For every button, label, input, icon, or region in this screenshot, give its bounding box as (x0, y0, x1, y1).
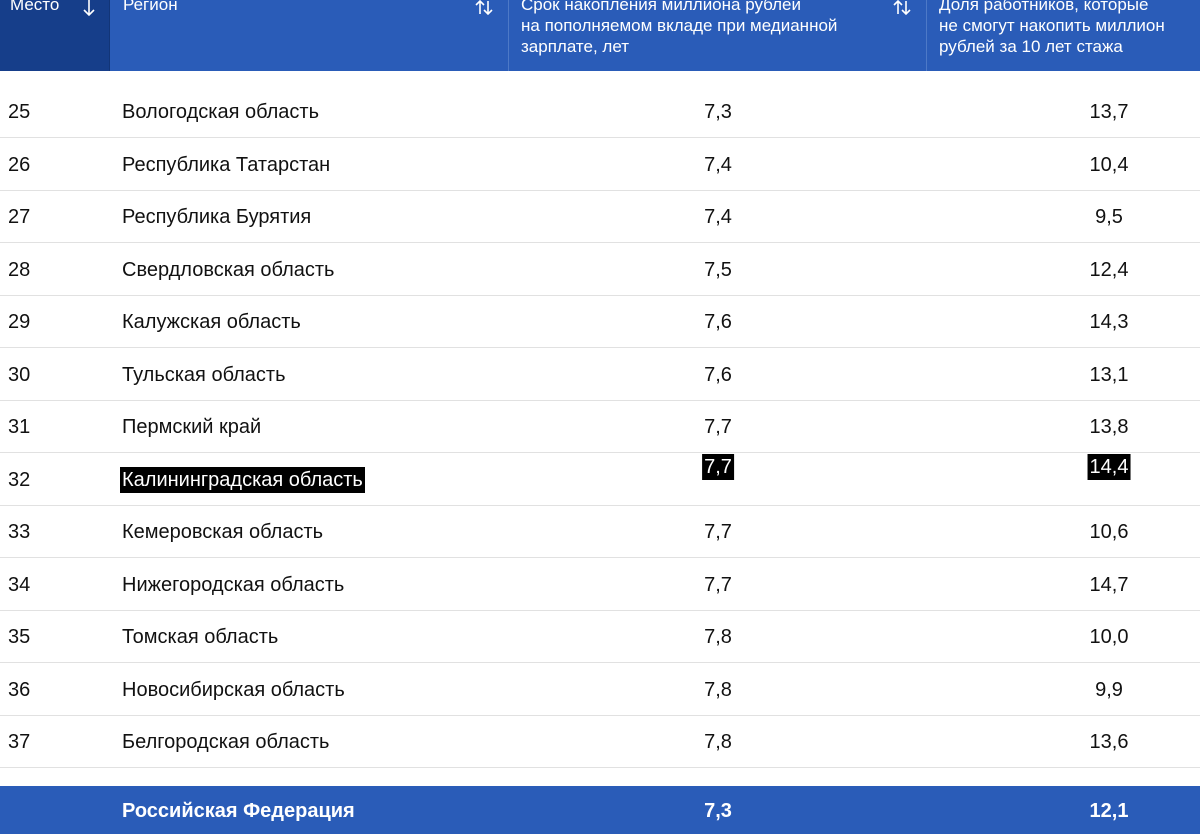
table-row[interactable]: 35 Томская область 7,8 10,0 (0, 611, 1200, 663)
column-header-label: Регион (123, 0, 178, 14)
table-row[interactable]: 30 Тульская область 7,6 13,1 (0, 349, 1200, 401)
cell-region: Республика Бурятия (122, 206, 312, 228)
column-header-label: Доля работников, которые не смогут накоп… (939, 0, 1165, 56)
cell-place: 32 (8, 468, 31, 491)
table-row[interactable]: 29 Калужская область 7,6 14,3 (0, 296, 1200, 348)
table-row[interactable]: 37 Белгородская область 7,8 13,6 (0, 716, 1200, 768)
cell-place: 33 (8, 521, 31, 543)
table-footer-total: Российская Федерация 7,3 12,1 (0, 786, 1200, 834)
cell-region: Калининградская область (120, 466, 365, 493)
cell-place: 30 (8, 363, 31, 386)
cell-region: Белгородская область (122, 731, 330, 753)
cell-place: 26 (8, 153, 31, 176)
column-header-label: Срок накопления миллиона рублей на попол… (521, 0, 838, 56)
column-header-label: Место (10, 0, 60, 14)
arrow-down-icon[interactable] (76, 0, 102, 19)
cell-place: 25 (8, 101, 31, 123)
sort-up-down-icon[interactable] (889, 0, 915, 19)
table-row[interactable]: 26 Республика Татарстан 7,4 10,4 (0, 139, 1200, 191)
column-header-region[interactable]: Регион (110, 0, 509, 71)
table-row[interactable]: 32 Калининградская область 7,7 14,4 (0, 453, 1200, 506)
cell-place: 37 (8, 731, 31, 753)
table-row[interactable]: 33 Кемеровская область 7,7 10,6 (0, 506, 1200, 558)
column-header-share[interactable]: Доля работников, которые не смогут накоп… (927, 0, 1200, 71)
cell-place: 29 (8, 311, 31, 333)
sort-up-down-icon[interactable] (471, 0, 497, 19)
cell-region: Калужская область (122, 311, 301, 333)
column-header-place[interactable]: Место (0, 0, 110, 71)
cell-place: 36 (8, 678, 31, 701)
table-row[interactable]: 31 Пермский край 7,7 13,8 (0, 401, 1200, 453)
cell-region: Пермский край (122, 416, 262, 438)
table-row[interactable]: 28 Свердловская область 7,5 12,4 (0, 244, 1200, 296)
cell-place: 35 (8, 626, 31, 648)
cell-region: Свердловская область (122, 258, 335, 281)
column-header-term[interactable]: Срок накопления миллиона рублей на попол… (509, 0, 927, 71)
table-row[interactable]: 25 Вологодская область 7,3 13,7 (0, 86, 1200, 138)
footer-region: Российская Федерация (122, 800, 355, 822)
table-row[interactable]: 27 Республика Бурятия 7,4 9,5 (0, 191, 1200, 243)
cell-region: Кемеровская область (122, 521, 324, 543)
table-row[interactable]: 34 Нижегородская область 7,7 14,7 (0, 559, 1200, 611)
cell-place: 27 (8, 206, 31, 228)
cell-place: 28 (8, 258, 31, 281)
cell-region: Новосибирская область (122, 678, 345, 701)
cell-region: Нижегородская область (122, 573, 345, 596)
cell-region: Вологодская область (122, 101, 320, 123)
cell-region: Республика Татарстан (122, 153, 331, 176)
cell-region: Томская область (122, 626, 279, 648)
table-row[interactable]: 36 Новосибирская область 7,8 9,9 (0, 664, 1200, 716)
cell-place: 34 (8, 573, 31, 596)
cell-region: Тульская область (122, 363, 286, 386)
table-header: Место Регион Срок накопления миллиона ру… (0, 0, 1200, 71)
cell-place: 31 (8, 416, 31, 438)
